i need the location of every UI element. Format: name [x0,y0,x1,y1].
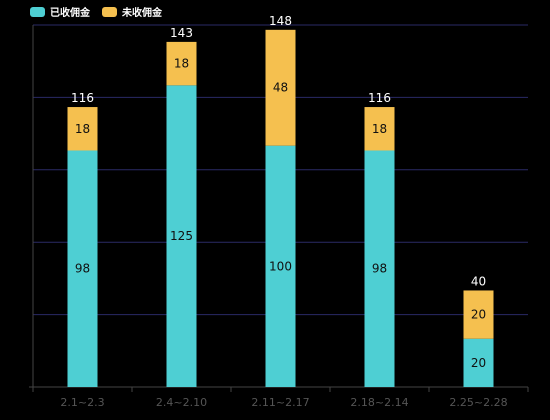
bar-uncollected [67,107,98,151]
data-label-uncollected: 18 [372,122,387,136]
legend-item-uncollected[interactable]: 未收佣金 [102,4,162,19]
data-label-collected: 98 [372,262,387,276]
data-label-collected: 125 [170,229,193,243]
bar-uncollected [166,41,197,86]
legend-swatch-uncollected [102,6,117,17]
data-label-uncollected: 18 [75,122,90,136]
data-label-total: 116 [71,91,94,105]
data-label-collected: 100 [269,259,292,273]
bar-collected [67,150,98,387]
legend-swatch-collected [30,6,45,17]
legend-item-collected[interactable]: 已收佣金 [30,4,90,19]
x-tick-label: 2.11~2.17 [251,396,309,409]
bar-collected [463,338,494,387]
data-label-total: 143 [170,26,193,40]
data-label-collected: 98 [75,262,90,276]
data-label-total: 148 [269,14,292,28]
bar-collected [265,145,296,387]
data-label-collected: 20 [471,356,486,370]
bar-collected [364,150,395,387]
data-label-uncollected: 48 [273,81,288,95]
x-tick-label: 2.4~2.10 [156,396,207,409]
chart-legend: 已收佣金 未收佣金 [30,4,162,19]
x-tick-label: 2.25~2.28 [449,396,507,409]
data-label-uncollected: 18 [174,57,189,71]
data-label-total: 40 [471,274,486,288]
x-tick-label: 2.18~2.14 [350,396,408,409]
bar-uncollected [364,107,395,151]
x-tick-label: 2.1~2.3 [60,396,104,409]
bar-uncollected [463,290,494,339]
legend-label-collected: 已收佣金 [50,8,90,19]
data-label-total: 116 [368,91,391,105]
data-label-uncollected: 20 [471,308,486,322]
legend-label-uncollected: 未收佣金 [122,8,162,19]
bar-uncollected [265,29,296,146]
bar-collected [166,85,197,387]
